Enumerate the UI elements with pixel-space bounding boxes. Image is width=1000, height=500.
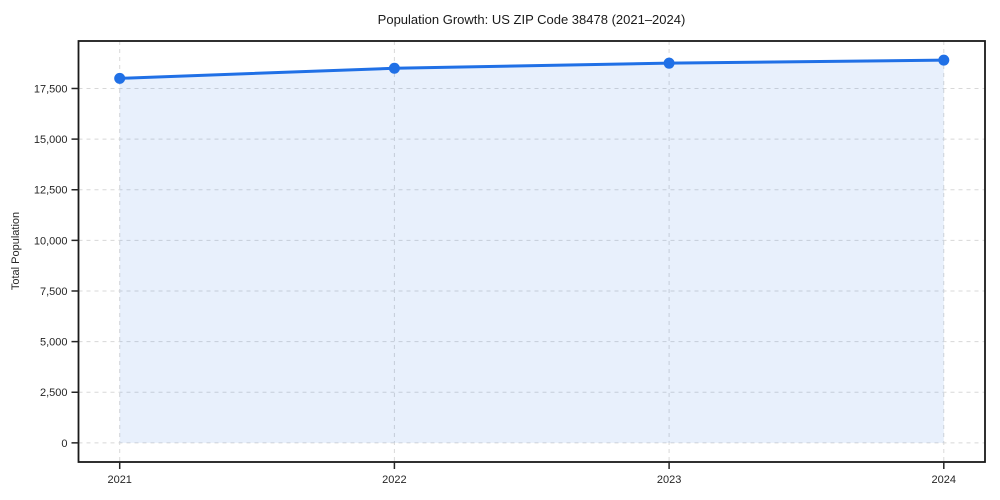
chart-title: Population Growth: US ZIP Code 38478 (20… (377, 12, 686, 27)
data-point-2022 (388, 62, 400, 74)
x-tick-label: 2023 (657, 474, 681, 486)
area-fill (119, 60, 944, 443)
y-tick-label: 10,000 (34, 235, 68, 247)
y-tick-label: 17,500 (34, 83, 68, 95)
y-tick-label: 0 (61, 438, 67, 450)
y-tick-label: 12,500 (34, 185, 68, 197)
trend-line (118, 58, 946, 80)
data-point-2023 (663, 57, 675, 69)
y-tick-label: 2,500 (40, 387, 68, 399)
x-tick-label: 2021 (107, 474, 131, 486)
x-tick-label: 2024 (932, 474, 956, 486)
data-point-2024 (938, 54, 950, 66)
data-point-2021 (114, 72, 126, 84)
y-tick-label: 15,000 (34, 134, 68, 146)
x-tick-label: 2022 (382, 474, 406, 486)
y-tick-label: 5,000 (40, 337, 68, 349)
plot-border (77, 40, 986, 463)
y-tick-label: 7,500 (40, 286, 68, 298)
